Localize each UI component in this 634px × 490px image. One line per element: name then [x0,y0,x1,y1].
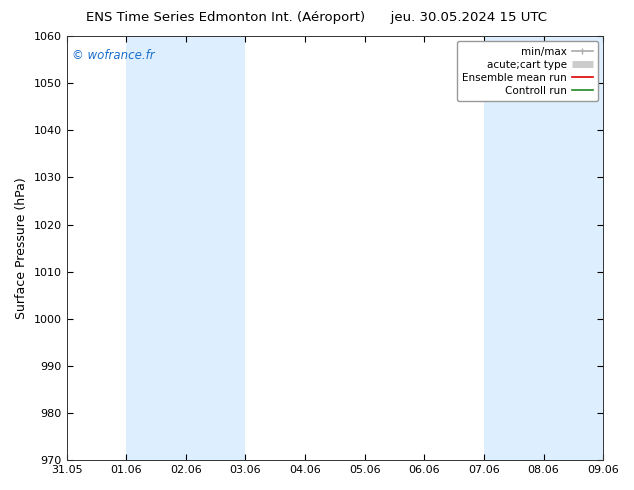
Text: © wofrance.fr: © wofrance.fr [72,49,155,62]
Y-axis label: Surface Pressure (hPa): Surface Pressure (hPa) [15,177,28,319]
Text: ENS Time Series Edmonton Int. (Aéroport)      jeu. 30.05.2024 15 UTC: ENS Time Series Edmonton Int. (Aéroport)… [86,11,548,24]
Bar [126,36,245,460]
Legend: min/max, acute;cart type, Ensemble mean run, Controll run: min/max, acute;cart type, Ensemble mean … [456,41,598,101]
Bar [484,36,634,460]
